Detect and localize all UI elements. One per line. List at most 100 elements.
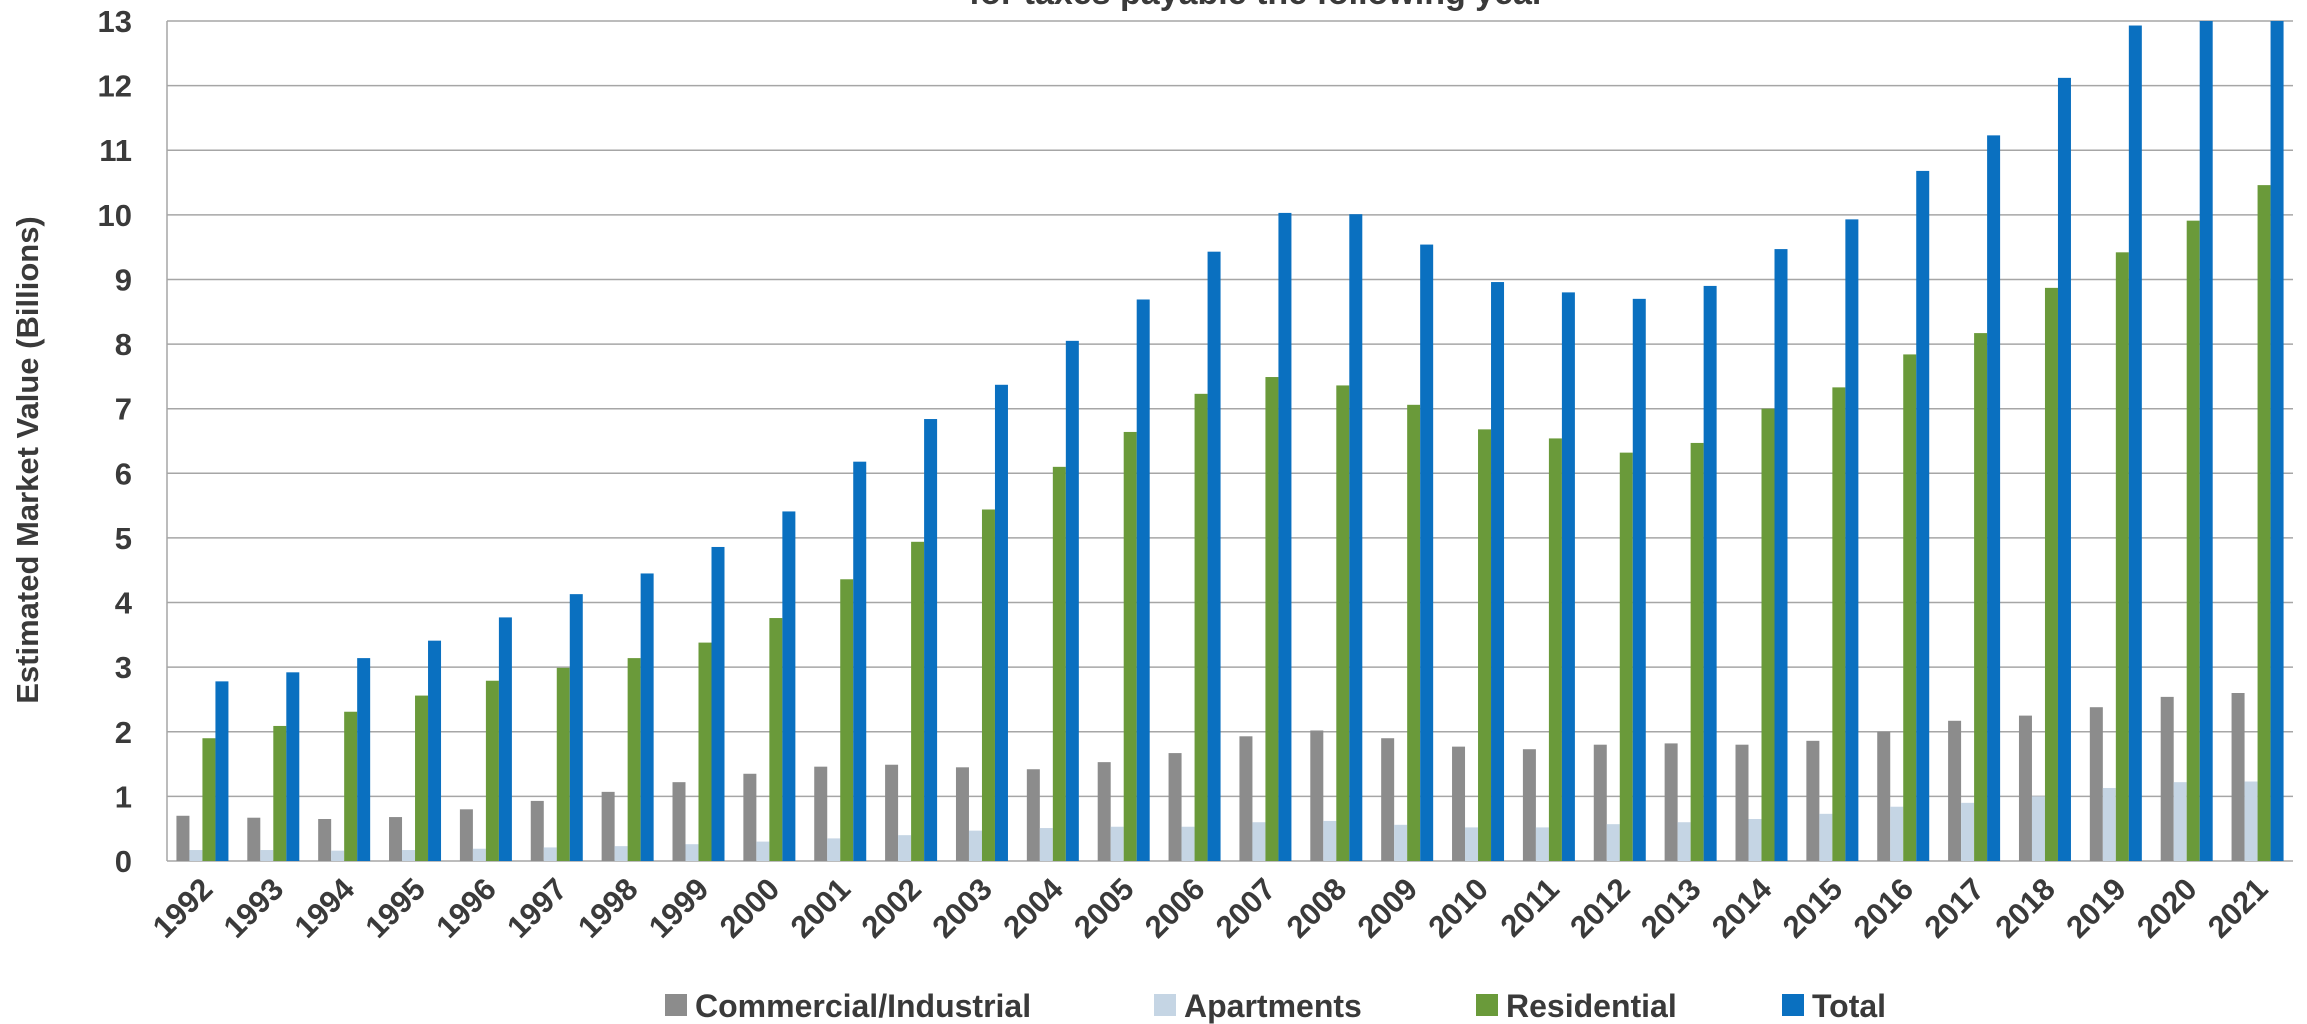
x-tick-label: 2011 [1494, 871, 1566, 943]
bar [911, 541, 925, 861]
bar [711, 546, 725, 861]
bar [1619, 452, 1633, 861]
bar [1181, 826, 1195, 861]
bar [189, 850, 203, 861]
y-tick-label: 2 [115, 715, 132, 750]
bar [2257, 185, 2271, 861]
bar [2115, 252, 2129, 861]
x-tick-label: 2013 [1634, 871, 1708, 945]
x-tick-label: 2002 [855, 871, 929, 945]
bar [1278, 212, 1292, 861]
bar [614, 846, 628, 861]
bar [1877, 731, 1891, 861]
x-tick-label: 2006 [1138, 871, 1212, 945]
legend-label: Apartments [1184, 988, 1362, 1024]
bar [1478, 429, 1492, 861]
bar [1039, 828, 1053, 861]
y-tick-label: 0 [115, 844, 132, 879]
bar [1632, 298, 1646, 861]
bar [1916, 170, 1930, 861]
bar [1394, 824, 1408, 861]
legend-label: Commercial/Industrial [695, 988, 1031, 1024]
bar [1548, 438, 1562, 861]
x-tick-label: 2021 [2201, 871, 2275, 945]
x-tick-label: 2000 [713, 871, 787, 945]
bar [981, 509, 995, 861]
bar [994, 384, 1008, 861]
y-axis-label: Estimated Market Value (Billions) [10, 216, 45, 704]
bar [1535, 827, 1549, 861]
bar [2199, 21, 2213, 861]
bar [1845, 219, 1859, 861]
bar [627, 658, 641, 861]
bar [814, 766, 828, 861]
bar [1819, 813, 1833, 861]
bar [260, 850, 274, 861]
bar [1420, 244, 1434, 861]
y-tick-label: 9 [115, 262, 132, 297]
bar [1774, 249, 1788, 861]
y-tick-label: 5 [115, 521, 132, 556]
x-tick-label: 1996 [429, 871, 503, 945]
bar [853, 461, 867, 861]
bar [1349, 214, 1363, 861]
legend-label: Residential [1506, 988, 1677, 1024]
legend-swatch [1476, 994, 1498, 1016]
x-tick-label: 2009 [1351, 871, 1425, 945]
bar [1593, 744, 1607, 861]
x-tick-label: 2017 [1918, 871, 1992, 945]
bar [215, 681, 229, 861]
bar [498, 617, 512, 861]
bar [1491, 282, 1505, 861]
bar [1948, 720, 1962, 861]
y-tick-label: 12 [98, 69, 132, 104]
bar [2173, 782, 2187, 861]
bar [428, 640, 442, 861]
bar [955, 767, 969, 861]
y-tick-label: 13 [98, 4, 132, 39]
bar [1207, 251, 1221, 861]
x-tick-label: 2008 [1280, 871, 1354, 945]
x-tick-label: 2005 [1067, 871, 1141, 945]
bar [556, 667, 570, 861]
bar [459, 809, 473, 861]
bar [1381, 738, 1395, 861]
bar [672, 782, 686, 861]
bar [176, 815, 190, 861]
x-tick-label: 1997 [500, 871, 574, 945]
bar [569, 594, 583, 861]
bar [318, 819, 332, 861]
bar [530, 800, 544, 861]
bar [840, 579, 854, 861]
bar [1903, 354, 1917, 861]
bar [1522, 749, 1536, 861]
legend-swatch [1154, 994, 1176, 1016]
bar [769, 618, 783, 861]
bar [1136, 299, 1150, 861]
bar [743, 773, 757, 861]
bar [389, 817, 403, 861]
bar [782, 511, 796, 861]
bar [1664, 743, 1678, 861]
bar [1987, 135, 2001, 861]
bar [1110, 826, 1124, 861]
bar [1677, 822, 1691, 861]
bar [415, 695, 429, 861]
bar [1065, 340, 1079, 861]
legend-swatch [665, 994, 687, 1016]
bar [1239, 736, 1253, 861]
bar [202, 738, 216, 861]
bar [485, 680, 499, 861]
bar [827, 838, 841, 861]
x-tick-label: 2020 [2130, 871, 2204, 945]
bar [273, 725, 287, 861]
bar [247, 817, 261, 861]
bar [1452, 746, 1466, 861]
bar [2270, 21, 2284, 861]
bar [1974, 333, 1988, 861]
bar [1323, 820, 1337, 861]
bar [2244, 781, 2258, 861]
bar [1890, 806, 1904, 861]
bar [685, 844, 699, 861]
